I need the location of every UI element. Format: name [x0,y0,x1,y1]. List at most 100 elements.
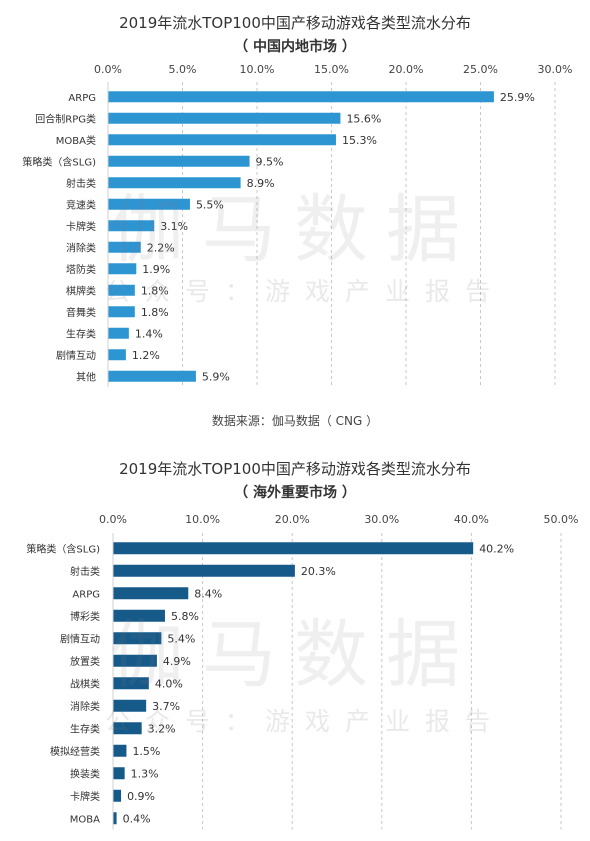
data-label: 8.9% [247,177,275,190]
x-tick-label: 15.0% [314,63,349,76]
x-tick-label: 10.0% [240,63,275,76]
x-tick-label: 20.0% [275,513,310,526]
x-tick-label: 0.0% [94,63,122,76]
data-label: 3.2% [148,722,176,735]
source-note: 数据来源：伽马数据（ CNG ） [211,414,379,428]
data-label: 2.2% [147,241,175,254]
category-label: 战棋类 [70,677,100,690]
bar [113,744,127,757]
category-label: 竞速类 [66,198,96,211]
category-label: 消除类 [70,700,100,713]
bar [108,155,250,167]
category-label: 其他 [76,370,96,383]
category-label: 生存类 [70,722,100,735]
bar [113,632,162,645]
data-label: 1.9% [142,263,170,276]
chart-title: 2019年流水TOP100中国产移动游戏各类型流水分布 [119,460,471,478]
category-label: 棋牌类 [66,284,96,297]
x-tick-label: 25.0% [463,63,498,76]
data-label: 20.3% [301,565,336,578]
data-label: 25.9% [500,91,535,104]
bar [108,241,141,253]
watermark-logo: 伽马数据 [110,612,478,698]
bar [113,699,147,712]
bar [108,349,126,361]
category-label: 射击类 [66,177,96,190]
x-tick-label: 30.0% [538,63,573,76]
category-label: 塔防类 [66,263,96,276]
category-label: ARPG [68,93,96,104]
bar [113,564,295,577]
chart-subtitle: （ 海外重要市场 ） [234,485,356,501]
bar [113,722,142,735]
category-label: MOBA类 [56,134,96,147]
bar [108,134,336,146]
data-label: 4.9% [163,655,191,668]
data-label: 1.3% [131,767,159,780]
bar [113,587,189,600]
data-label: 0.4% [123,812,151,825]
category-label: 消除类 [66,241,96,254]
bar [108,370,196,382]
watermark-logo: 伽马数据 [110,187,478,273]
category-label: 换装类 [70,767,100,780]
category-label: 放置类 [70,655,100,668]
bar-chart-overseas: 0.0% 10.0% 20.0% 30.0% 40.0% 50.0% 策略类（含SLG) 40… [26,513,579,830]
chart-panel-mainland: 2019年流水TOP100中国产移动游戏各类型流水分布 （ 中国内地市场 ） 0… [22,14,573,428]
data-label: 4.0% [155,677,183,690]
category-label: 回合制RPG类 [35,112,96,125]
x-tick-label: 10.0% [185,513,220,526]
x-tick-label: 5.0% [169,63,197,76]
watermark-subtitle: 公众号：游戏产业报告 [105,707,506,736]
bar [113,542,474,555]
data-label: 3.7% [152,700,180,713]
category-label: 博彩类 [70,610,100,623]
category-label: 剧情互动 [60,632,100,645]
bar [113,609,165,622]
category-label: 模拟经营类 [50,745,100,758]
chart-title: 2019年流水TOP100中国产移动游戏各类型流水分布 [119,14,471,32]
data-label: 15.6% [346,112,381,125]
bar-chart-mainland: 0.0% 5.0% 10.0% 15.0% 20.0% 25.0% 30.0% ARPG 25.… [22,63,573,387]
category-label: 生存类 [66,327,96,340]
category-label: 卡牌类 [66,220,96,233]
data-label: 1.8% [141,306,169,319]
category-label: 剧情互动 [56,349,96,362]
data-label: 1.8% [141,284,169,297]
bar [113,767,125,780]
category-label: 策略类（含SLG) [22,155,96,168]
data-label: 1.4% [135,327,163,340]
bar [108,220,155,232]
category-label: 射击类 [70,565,100,578]
data-label: 8.4% [194,587,222,600]
category-label: MOBA [70,814,100,825]
category-label: 音舞类 [66,306,96,319]
bar [113,812,117,825]
bar [113,789,122,802]
bar [108,112,341,124]
chart-panel-overseas: 2019年流水TOP100中国产移动游戏各类型流水分布 （ 海外重要市场 ） 0… [0,440,590,841]
bar [113,677,149,690]
bar [108,177,241,189]
category-label: 策略类（含SLG) [26,542,100,555]
data-label: 1.5% [132,745,160,758]
bar [108,198,190,210]
data-label: 5.8% [171,610,199,623]
bar [113,654,157,667]
x-tick-label: 30.0% [364,513,399,526]
data-label: 3.1% [160,220,188,233]
data-label: 0.9% [127,790,155,803]
data-label: 9.5% [256,155,284,168]
category-label: 卡牌类 [70,790,100,803]
data-label: 5.9% [202,370,230,383]
data-label: 5.4% [167,632,195,645]
x-tick-label: 50.0% [544,513,579,526]
bar [108,284,135,296]
data-label: 1.2% [132,349,160,362]
data-label: 15.3% [342,134,377,147]
x-tick-label: 0.0% [99,513,127,526]
x-tick-label: 40.0% [454,513,489,526]
bar [108,306,135,318]
bar [108,327,129,339]
bar [108,91,494,103]
